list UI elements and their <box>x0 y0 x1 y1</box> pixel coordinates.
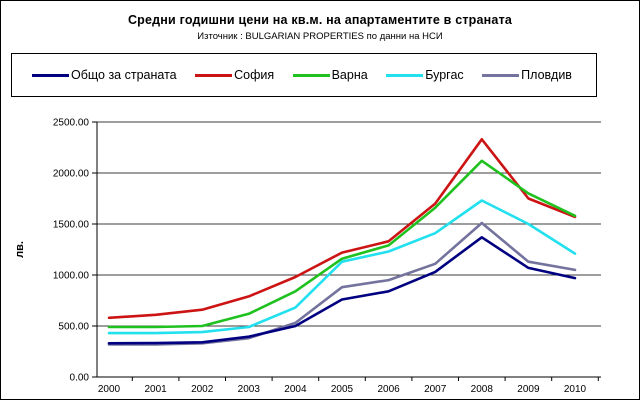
chart-title: Средни годишни цени на кв.м. на апартаме… <box>127 13 513 27</box>
legend-swatch <box>195 73 233 77</box>
y-tick-label: 2000.00 <box>53 169 90 180</box>
x-tick-label: 2005 <box>331 384 354 395</box>
legend-label: Варна <box>331 68 368 82</box>
legend-item-5: Пловдив <box>482 68 572 82</box>
x-tick-label: 2010 <box>564 384 587 395</box>
legend-item-4: Бургас <box>386 68 464 82</box>
series-line-2 <box>107 138 577 320</box>
y-tick-label: 2500.00 <box>53 118 90 129</box>
legend-swatch <box>292 73 330 77</box>
x-tick-label: 2000 <box>98 384 121 395</box>
legend-swatch <box>482 73 520 77</box>
x-tick-label: 2002 <box>191 384 214 395</box>
axes <box>92 121 601 381</box>
x-tick-label: 2007 <box>424 384 447 395</box>
x-tick-label: 2004 <box>284 384 307 395</box>
y-axis-title: лв. <box>14 241 26 258</box>
legend-item-3: Варна <box>292 68 368 82</box>
axis-labels: 0.00 500.00 1000.00 1500.00 2000.00 2500.00 20… <box>14 118 587 396</box>
legend: Общо за страната София Варна Бургас Пловдив <box>11 53 597 97</box>
y-tick-label: 1000.00 <box>53 271 90 282</box>
chart-subtitle: Източник : BULGARIAN PROPERTIES по данни… <box>197 30 443 42</box>
x-tick-label: 2008 <box>471 384 494 395</box>
legend-label: Общо за страната <box>71 68 177 82</box>
legend-label: София <box>234 68 275 82</box>
x-tick-label: 2006 <box>377 384 400 395</box>
x-tick-label: 2003 <box>238 384 261 395</box>
y-tick-label: 1500.00 <box>53 220 90 231</box>
legend-label: Пловдив <box>521 68 572 82</box>
series-line-4 <box>107 199 577 335</box>
legend-item-2: София <box>195 68 274 82</box>
series-line-3 <box>107 159 577 329</box>
y-tick-label: 0.00 <box>70 373 90 384</box>
legend-swatch <box>32 73 69 77</box>
legend-item-1: Общо за страната <box>32 68 177 82</box>
title-block: Средни годишни цени на кв.м. на апартаме… <box>1 13 639 43</box>
series-lines <box>107 138 577 346</box>
y-tick-label: 500.00 <box>58 322 89 333</box>
x-tick-label: 2009 <box>517 384 540 395</box>
x-tick-label: 2001 <box>144 384 167 395</box>
gridlines <box>97 121 601 327</box>
legend-swatch <box>386 73 424 77</box>
series-line-1 <box>107 236 577 345</box>
legend-label: Бургас <box>425 68 464 82</box>
